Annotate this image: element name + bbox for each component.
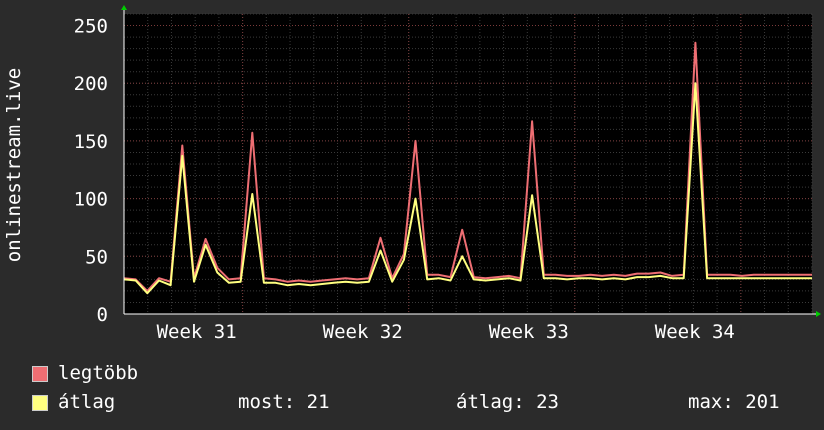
y-tick-label: 150 — [74, 131, 108, 153]
x-tick-label: Week 32 — [323, 321, 403, 343]
y-tick-label: 250 — [74, 16, 108, 38]
x-tick-label: Week 31 — [157, 321, 237, 343]
x-tick-label: Week 33 — [489, 321, 569, 343]
x-axis-arrow-icon — [816, 311, 821, 317]
legend-label-legtobb: legtöbb — [58, 362, 139, 384]
y-tick-label: 100 — [74, 189, 108, 211]
legend-swatch-atlag — [32, 395, 48, 411]
axes — [121, 5, 821, 317]
stat-max: max: 201 — [688, 391, 780, 413]
y-axis-arrow-icon — [121, 5, 127, 10]
legend-swatch-legtobb — [32, 366, 48, 382]
stat-atlag: átlag: 23 — [456, 391, 559, 413]
legend-label-atlag: átlag — [58, 391, 116, 413]
series-layer — [123, 41, 812, 295]
y-axis-label: onlinestream.live — [3, 68, 25, 262]
tick-labels: 0 50 100 150 200 250 Week 31 Week 32 Week 33 Week… — [74, 16, 735, 343]
series-line-legtobb — [123, 41, 812, 292]
stat-most: most: 21 — [238, 391, 330, 413]
x-tick-label: Week 34 — [655, 321, 735, 343]
y-tick-label: 200 — [74, 73, 108, 95]
y-tick-label: 50 — [85, 246, 108, 268]
series-line-atlag — [123, 82, 812, 295]
y-tick-label: 0 — [97, 304, 108, 326]
